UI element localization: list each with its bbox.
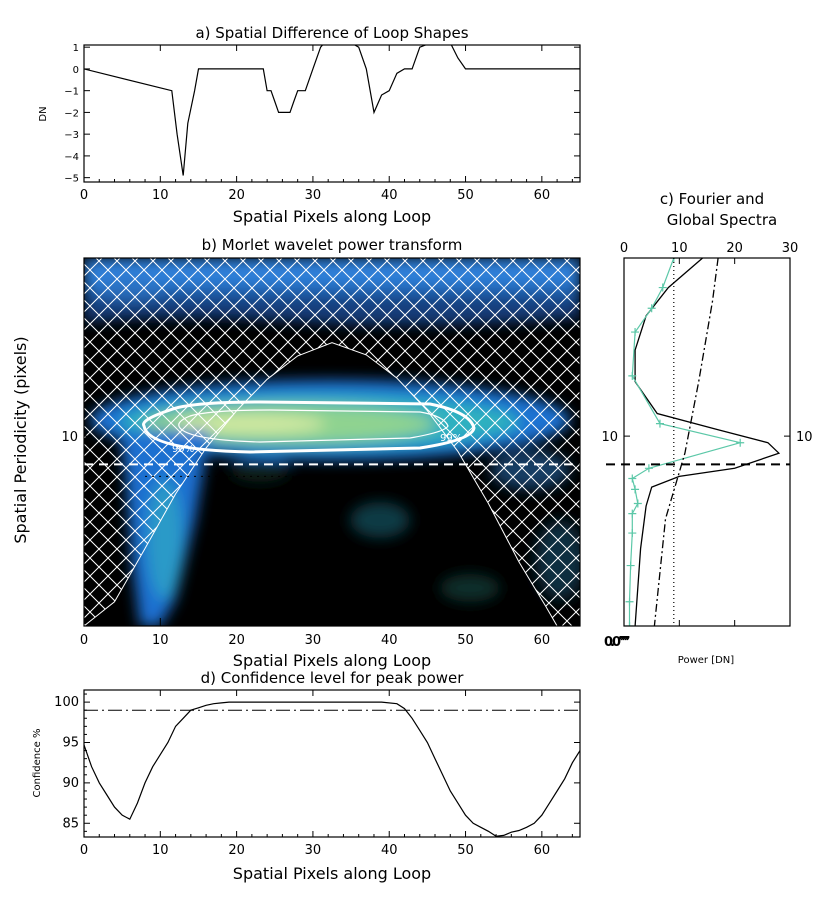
panel-d-xlabel: Spatial Pixels along Loop [233,864,431,883]
panel-c-fourier-point [631,328,640,337]
panel-c-fourier-point [628,474,637,483]
panel-d-ticks: 0 10 20 30 40 50 60 100 95 90 85 [54,690,580,858]
panel-a-series-line [84,45,580,176]
panel-d-xtick-label: 10 [152,843,169,858]
panel-b-xtick-label: 0 [80,633,88,648]
panel-d-xtick-label: 20 [228,843,245,858]
panel-b-xtick-label: 50 [457,633,474,648]
panel-c-fourier-point [655,419,664,428]
panel-a-title: a) Spatial Difference of Loop Shapes [195,24,468,42]
panel-a: a) Spatial Difference of Loop Shapes 0 10… [38,24,581,226]
panel-d-xtick-label: 50 [457,843,474,858]
panel-a-ytick-label: −3 [64,130,79,141]
panel-d-xtick-label: 40 [381,843,398,858]
significance-contour-outer [142,400,476,454]
panel-c-95-significance-line [653,258,719,626]
panel-a-xtick-label: 30 [305,188,322,203]
panel-c-fourier-point [647,304,656,313]
panel-d: d) Confidence level for peak power 0 10 20… [32,669,581,883]
panel-d-ytick-label: 95 [62,736,79,751]
panel-b-xlabel: Spatial Pixels along Loop [233,651,431,670]
panel-a-xtick-label: 50 [457,188,474,203]
panel-d-xtick-label: 0 [80,843,88,858]
contour-label-right: 99% [440,433,462,444]
panel-d-ylabel: Confidence % [32,729,43,798]
panel-b-xtick-label: 10 [152,633,169,648]
panel-b: b) Morlet wavelet power transform [11,236,581,670]
panel-d-ytick-label: 85 [62,816,79,831]
panel-c-fourier-spectrum-line [628,258,743,626]
panel-c-bottom-labels: 0.0’’’’’ [604,635,630,650]
panel-c-ticks: 0 10 20 30 10 10 [601,241,813,626]
panel-a-ytick-label: −2 [64,108,79,119]
panel-d-frame [83,689,581,838]
panel-c-xtick-label: 0 [620,241,628,256]
cone-of-influence-hatch [84,258,580,626]
panel-c-fourier-point [631,485,640,494]
panel-c-xtick-label: 20 [726,241,743,256]
panel-c-xtick-label: 10 [671,241,688,256]
cone-of-influence-line [84,342,558,626]
panel-c-fourier-point [736,438,745,447]
panel-c-fourier-point [628,371,637,380]
panel-c-right-ytick-label: 10 [796,430,813,445]
panel-d-xtick-label: 30 [305,843,322,858]
panel-a-xtick-label: 10 [152,188,169,203]
panel-c-fourier-point [626,561,635,570]
panel-c-subtitle: Global Spectra [667,211,777,229]
panel-a-xtick-label: 60 [534,188,551,203]
panel-c-fourier-point [625,597,634,606]
panel-c-fourier-point [633,499,642,508]
panel-b-xtick-label: 40 [381,633,398,648]
panel-c-series [625,258,781,626]
panel-c-frame [623,257,791,627]
panel-c-xlabel: Power [DN] [678,655,734,666]
panel-b-xtick-label: 30 [305,633,322,648]
panel-c: c) Fourier and Global Spectra 0 10 20 30 10 1… [601,190,812,666]
panel-b-xtick-label: 60 [534,633,551,648]
panel-c-fourier-point [644,464,653,473]
panel-d-ytick-label: 90 [62,776,79,791]
panel-a-xtick-label: 40 [381,188,398,203]
panel-d-xtick-label: 60 [534,843,551,858]
panel-b-ticks: 0 10 20 30 40 50 60 10 [61,430,550,648]
panel-c-fourier-point [628,529,637,538]
contour-label-left: 99% [172,444,194,455]
panel-c-fourier-point [628,509,637,518]
panel-a-ytick-label: 0 [73,65,79,76]
panel-a-xtick-label: 20 [228,188,245,203]
panel-a-ytick-label: 1 [73,43,79,54]
panel-c-fourier-point [658,283,667,292]
panel-a-ytick-label: −4 [64,152,79,163]
panel-d-ytick-label: 100 [54,695,79,710]
panel-b-ylabel: Spatial Periodicity (pixels) [11,336,30,543]
panel-b-ytick-label: 10 [61,430,78,445]
panel-c-fourier-point [669,258,678,262]
panel-d-title: d) Confidence level for peak power [201,669,465,687]
panel-a-ytick-label: −5 [64,174,79,185]
panel-b-xtick-label: 20 [228,633,245,648]
panel-a-frame [83,44,581,183]
panel-c-xtick-label: 30 [782,241,799,256]
panel-a-xtick-label: 0 [80,188,88,203]
panel-d-series-line [84,701,580,837]
panel-c-title: c) Fourier and [660,190,764,208]
panel-b-title: b) Morlet wavelet power transform [202,236,463,254]
panel-a-ytick-label: −1 [64,87,79,98]
panel-c-global-wavelet-spectrum-line [634,258,781,626]
panel-b-frame [83,257,581,627]
panel-c-ytick-label: 10 [601,430,618,445]
panel-c-fourier-point [625,622,634,626]
panel-a-ylabel: DN [38,106,49,121]
significance-contour-inner [178,409,449,443]
panel-a-xlabel: Spatial Pixels along Loop [233,207,431,226]
